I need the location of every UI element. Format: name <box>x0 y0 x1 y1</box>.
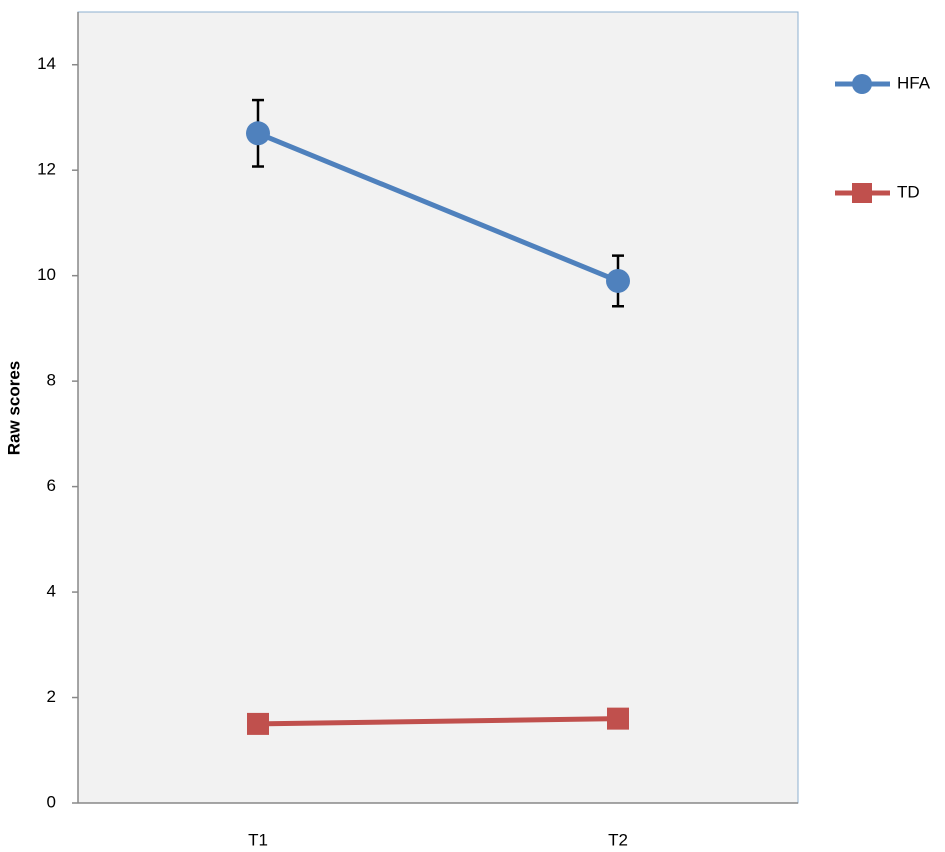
y-tick-label: 0 <box>47 792 56 811</box>
legend-label: TD <box>897 182 920 201</box>
y-axis-label: Raw scores <box>4 361 23 456</box>
x-tick-label: T2 <box>608 830 628 849</box>
plot-area <box>77 11 799 804</box>
marker <box>607 707 629 730</box>
y-tick-label: 12 <box>37 160 56 179</box>
series-line <box>257 716 619 727</box>
y-tick-label: 2 <box>47 687 56 706</box>
marker <box>247 712 269 735</box>
y-tick-label: 10 <box>37 265 56 284</box>
marker <box>606 268 630 293</box>
legend-marker <box>852 183 872 203</box>
x-tick-label: T1 <box>248 830 268 849</box>
legend-marker <box>852 74 872 94</box>
series-line <box>257 130 619 284</box>
y-tick-label: 8 <box>47 371 56 390</box>
y-tick-label: 6 <box>47 476 56 495</box>
legend-label: HFA <box>897 73 931 92</box>
y-tick-label: 4 <box>47 582 56 601</box>
marker <box>246 121 270 146</box>
y-tick-label: 14 <box>37 54 56 73</box>
